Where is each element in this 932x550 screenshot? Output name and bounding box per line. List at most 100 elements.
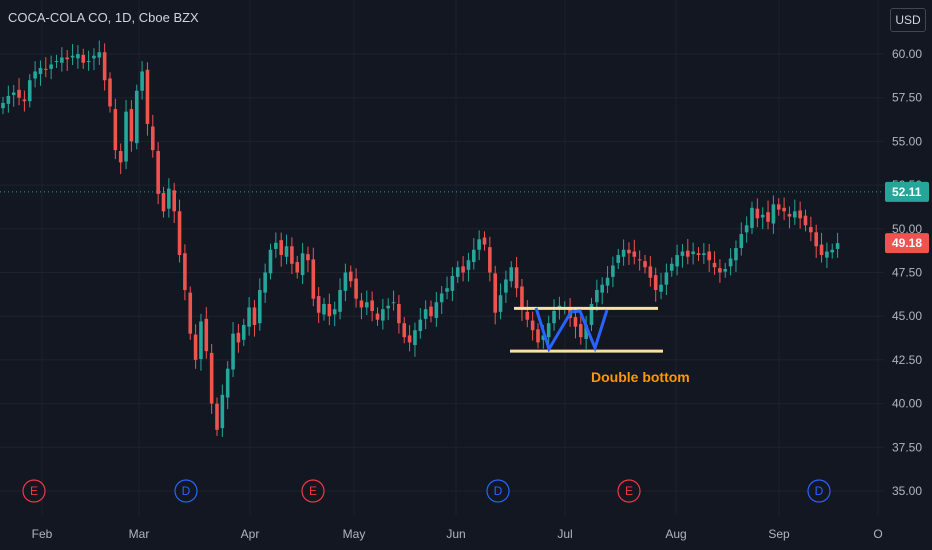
candle — [488, 236, 492, 282]
candle — [92, 48, 96, 71]
candle-body — [193, 334, 198, 360]
candle — [134, 84, 139, 150]
candle — [290, 237, 294, 275]
candle-body — [332, 309, 337, 315]
candle — [718, 259, 722, 283]
candle — [798, 201, 802, 229]
candle-body — [102, 52, 107, 81]
candle — [252, 299, 257, 337]
candle — [145, 62, 150, 136]
candle-body — [627, 249, 631, 254]
candle — [760, 207, 765, 230]
candle — [140, 61, 144, 100]
candle-body — [370, 300, 374, 311]
candle — [60, 47, 64, 72]
candle-body — [819, 244, 824, 256]
candle — [161, 186, 166, 218]
candle-body — [605, 277, 610, 286]
candle — [835, 232, 840, 258]
candle — [407, 325, 412, 352]
candle-body — [343, 272, 348, 291]
candle — [584, 316, 588, 350]
candle-body — [183, 253, 187, 290]
event-marker-icon[interactable]: D — [807, 479, 831, 503]
candle-body — [129, 109, 134, 142]
candle — [680, 244, 685, 268]
candle — [274, 232, 278, 258]
candle — [167, 178, 171, 218]
candle-body — [209, 352, 214, 404]
candle — [514, 256, 519, 298]
candle — [445, 276, 449, 300]
candle-body — [156, 151, 160, 194]
candle-body — [589, 303, 594, 325]
candle-body — [290, 246, 294, 264]
candle-body — [386, 305, 390, 309]
candle-body — [445, 288, 449, 292]
candle — [696, 247, 701, 262]
candle — [589, 297, 594, 332]
candle-body — [429, 306, 433, 317]
event-marker-icon[interactable]: E — [301, 479, 325, 503]
candle-body — [134, 90, 139, 144]
candle — [220, 384, 225, 437]
candle — [482, 231, 487, 251]
candle-body — [450, 275, 455, 291]
candle-body — [81, 54, 86, 63]
candle — [504, 270, 508, 303]
candle — [204, 307, 209, 359]
candle — [6, 85, 11, 113]
candle-body — [236, 332, 241, 343]
candle-body — [718, 268, 722, 273]
event-marker-icon[interactable]: D — [174, 479, 198, 503]
candle-body — [375, 313, 380, 320]
x-tick-label: Sep — [768, 527, 790, 541]
candle — [236, 323, 241, 353]
candle — [664, 263, 669, 296]
candle-body — [664, 272, 669, 285]
candle — [611, 256, 615, 288]
candle — [391, 290, 396, 311]
candle — [509, 261, 514, 288]
candle — [530, 311, 535, 341]
candle-body — [504, 279, 508, 293]
candle — [423, 300, 428, 330]
candle — [284, 234, 289, 265]
event-letter: D — [815, 484, 824, 498]
circle-event-icon — [807, 479, 831, 503]
candle-body — [397, 303, 401, 324]
candle — [343, 263, 348, 302]
candle-body — [541, 335, 546, 340]
y-tick-label: 35.00 — [892, 484, 922, 498]
circle-event-icon — [22, 479, 46, 503]
candle-body — [172, 190, 176, 212]
candle-body — [295, 262, 300, 273]
candle-body — [258, 289, 262, 324]
candle-body — [306, 254, 310, 261]
candle — [1, 96, 5, 115]
currency-button[interactable]: USD — [890, 8, 926, 32]
candle-body — [509, 267, 514, 282]
candle-body — [268, 249, 273, 274]
y-tick-label: 47.50 — [892, 266, 922, 280]
candle-body — [44, 68, 48, 70]
event-marker-icon[interactable]: E — [22, 479, 46, 503]
candle — [338, 278, 342, 320]
candle-body — [241, 324, 246, 340]
candle-body — [113, 109, 118, 151]
candle-body — [359, 300, 364, 308]
candle-body — [177, 211, 182, 256]
candle-body — [434, 302, 439, 318]
candle-body — [691, 251, 695, 255]
candle — [332, 301, 337, 327]
candle-body — [365, 302, 369, 308]
candle — [648, 256, 653, 287]
candle — [129, 100, 134, 152]
event-marker-icon[interactable]: E — [617, 479, 641, 503]
candle — [493, 265, 497, 325]
candle-body — [536, 329, 540, 343]
candle-body — [247, 307, 251, 327]
candle-body — [776, 204, 781, 210]
event-marker-icon[interactable]: D — [486, 479, 510, 503]
